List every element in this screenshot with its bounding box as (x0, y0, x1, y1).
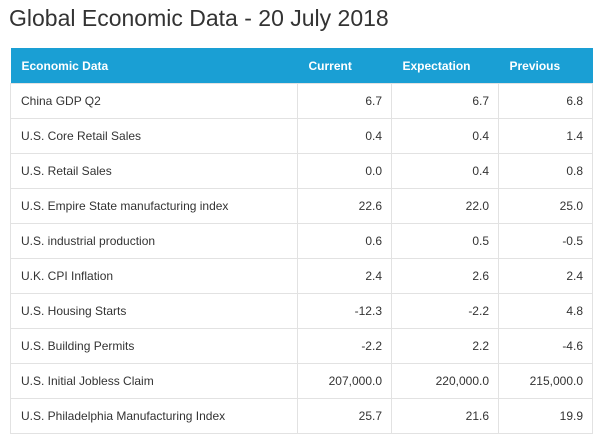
previous-value: -4.6 (498, 328, 593, 364)
column-header-current: Current (297, 48, 392, 84)
row-label: China GDP Q2 (10, 83, 298, 119)
economic-data-table: Economic Data Current Expectation Previo… (10, 48, 593, 434)
table-row: U.S. Housing Starts -12.3 -2.2 4.8 (10, 293, 593, 329)
previous-value: 2.4 (498, 258, 593, 294)
expectation-value: 0.5 (391, 223, 499, 259)
column-header-previous: Previous (498, 48, 593, 84)
expectation-value: 6.7 (391, 83, 499, 119)
current-value: 207,000.0 (297, 363, 392, 399)
previous-value: 6.8 (498, 83, 593, 119)
table-row: U.S. Philadelphia Manufacturing Index 25.… (10, 398, 593, 434)
previous-value: 25.0 (498, 188, 593, 224)
current-value: 0.0 (297, 153, 392, 189)
table-header-row: Economic Data Current Expectation Previo… (10, 48, 593, 84)
row-label: U.S. Housing Starts (10, 293, 298, 329)
table-row: China GDP Q2 6.7 6.7 6.8 (10, 83, 593, 119)
table-row: U.S. Initial Jobless Claim 207,000.0 220,0… (10, 363, 593, 399)
row-label: U.S. Empire State manufacturing index (10, 188, 298, 224)
current-value: 22.6 (297, 188, 392, 224)
expectation-value: 21.6 (391, 398, 499, 434)
current-value: 0.6 (297, 223, 392, 259)
previous-value: 4.8 (498, 293, 593, 329)
current-value: 25.7 (297, 398, 392, 434)
previous-value: -0.5 (498, 223, 593, 259)
table-row: U.S. Building Permits -2.2 2.2 -4.6 (10, 328, 593, 364)
row-label: U.S. industrial production (10, 223, 298, 259)
previous-value: 1.4 (498, 118, 593, 154)
column-header-expectation: Expectation (391, 48, 499, 84)
row-label: U.S. Initial Jobless Claim (10, 363, 298, 399)
table-row: U.K. CPI Inflation 2.4 2.6 2.4 (10, 258, 593, 294)
economic-data-table-container: Economic Data Current Expectation Previo… (10, 48, 593, 434)
current-value: 2.4 (297, 258, 392, 294)
current-value: -12.3 (297, 293, 392, 329)
table-body: China GDP Q2 6.7 6.7 6.8 U.S. Core Retail Sa… (10, 83, 593, 434)
previous-value: 215,000.0 (498, 363, 593, 399)
expectation-value: 0.4 (391, 153, 499, 189)
table-row: U.S. industrial production 0.6 0.5 -0.5 (10, 223, 593, 259)
expectation-value: 22.0 (391, 188, 499, 224)
expectation-value: 2.2 (391, 328, 499, 364)
expectation-value: 220,000.0 (391, 363, 499, 399)
row-label: U.K. CPI Inflation (10, 258, 298, 294)
table-row: U.S. Retail Sales 0.0 0.4 0.8 (10, 153, 593, 189)
page-title: Global Economic Data - 20 July 2018 (9, 5, 389, 31)
row-label: U.S. Building Permits (10, 328, 298, 364)
current-value: 6.7 (297, 83, 392, 119)
current-value: -2.2 (297, 328, 392, 364)
current-value: 0.4 (297, 118, 392, 154)
table-row: U.S. Core Retail Sales 0.4 0.4 1.4 (10, 118, 593, 154)
table-row: U.S. Empire State manufacturing index 22.… (10, 188, 593, 224)
expectation-value: -2.2 (391, 293, 499, 329)
row-label: U.S. Retail Sales (10, 153, 298, 189)
previous-value: 0.8 (498, 153, 593, 189)
previous-value: 19.9 (498, 398, 593, 434)
row-label: U.S. Core Retail Sales (10, 118, 298, 154)
expectation-value: 2.6 (391, 258, 499, 294)
row-label: U.S. Philadelphia Manufacturing Index (10, 398, 298, 434)
column-header-economic-data: Economic Data (10, 48, 298, 84)
table-header: Economic Data Current Expectation Previo… (10, 48, 593, 84)
expectation-value: 0.4 (391, 118, 499, 154)
